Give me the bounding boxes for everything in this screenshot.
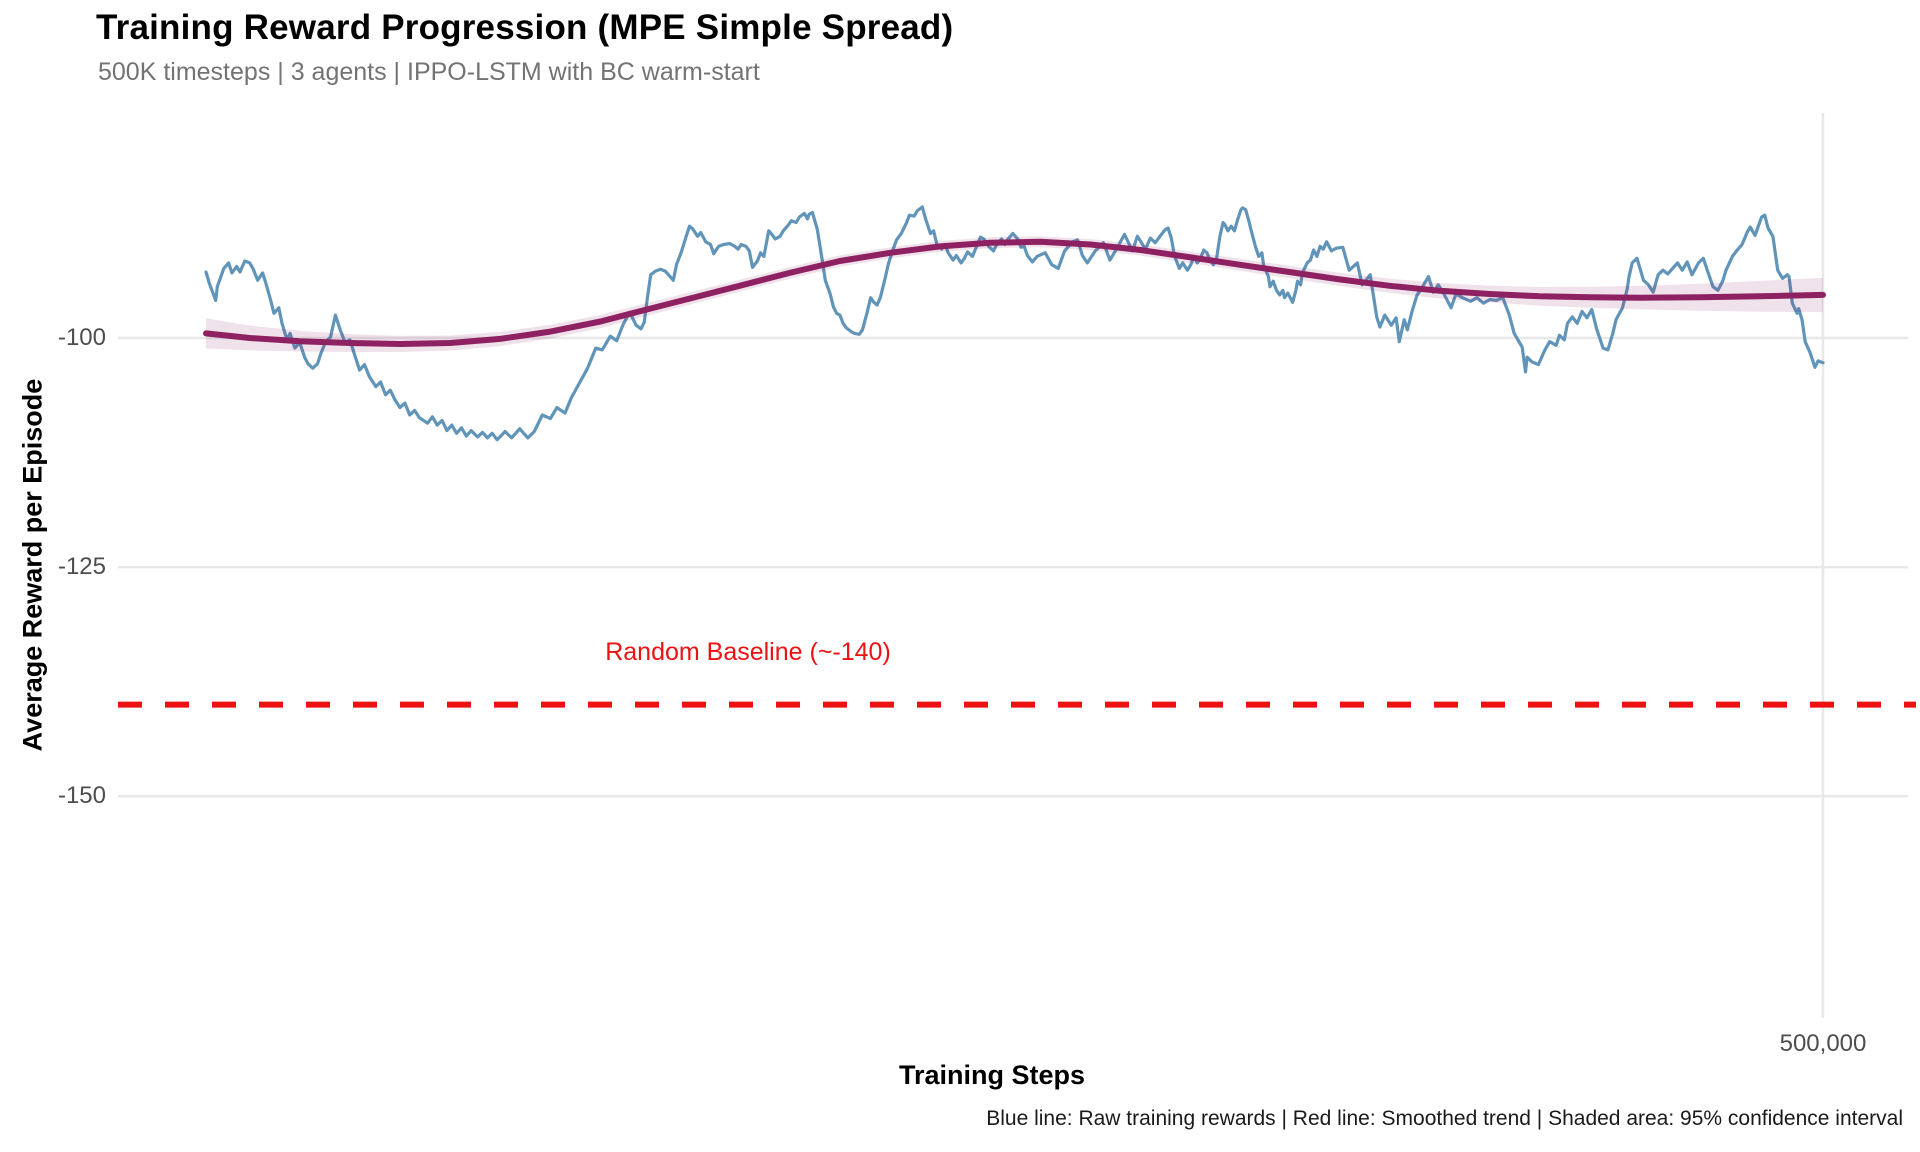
confidence-band [206,236,1823,352]
y-tick-label: -150 [57,782,106,810]
baseline-label: Random Baseline (~-140) [605,638,891,666]
raw-reward-line [204,205,1825,442]
smoothed-trend-line [203,238,1826,347]
y-tick-label: -125 [57,553,106,581]
chart-title: Training Reward Progression (MPE Simple … [96,8,954,47]
y-tick-label: -100 [57,324,106,351]
x-tick-label: 500,000 [1779,1030,1867,1057]
x-axis-title: Training Steps [898,1060,1086,1090]
caption: Blue line: Raw training rewards | Red li… [986,1107,1903,1130]
chart-subtitle: 500K timesteps | 3 agents | IPPO-LSTM wi… [98,58,760,86]
